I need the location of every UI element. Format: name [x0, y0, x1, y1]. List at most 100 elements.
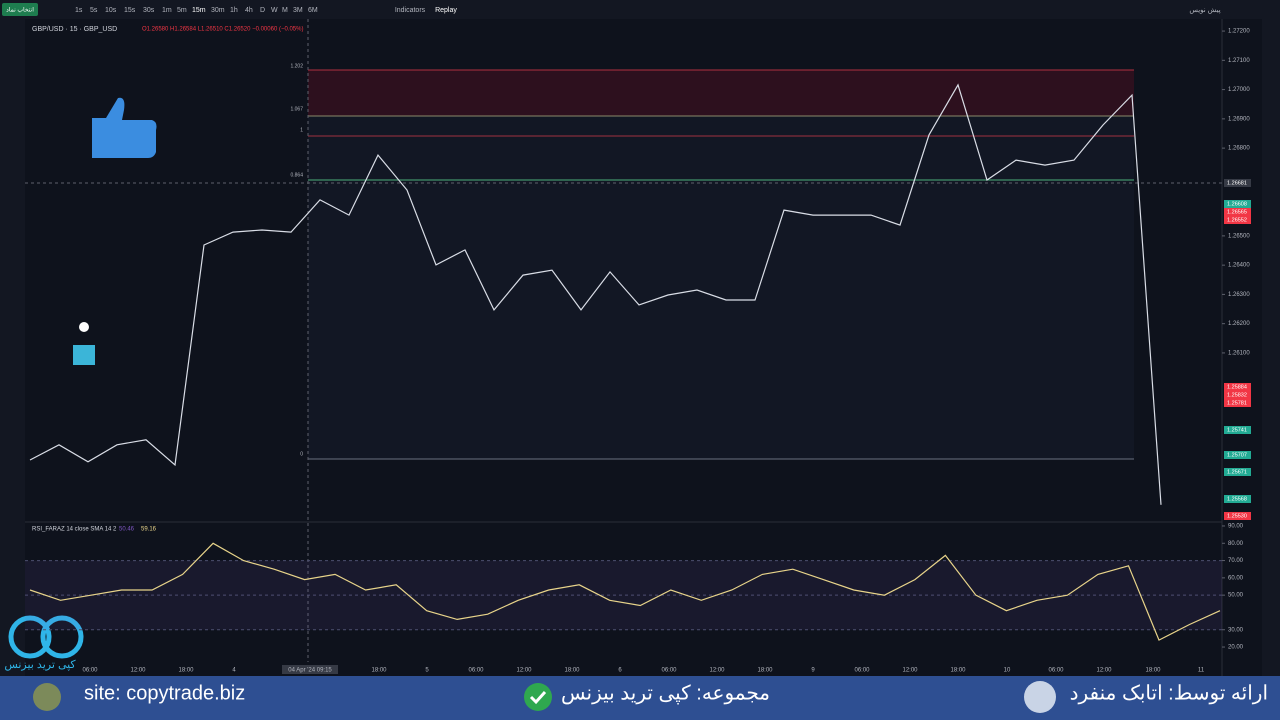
price-badge-label: 1.25671 [1227, 469, 1247, 475]
price-badge-label: 1.25741 [1227, 427, 1247, 433]
x-tick-label: 18:00 [757, 668, 773, 674]
price-badge [1224, 179, 1251, 187]
interval-button[interactable]: 4h [245, 7, 253, 14]
price-badge [1224, 208, 1251, 216]
x-tick-label: 04 Apr '24 09:15 [288, 668, 332, 674]
y-tick-label: 1.26900 [1228, 116, 1250, 122]
y-tick-label: 80.00 [1228, 541, 1244, 547]
logo-text: کپی ترید بیزنس [4, 659, 76, 671]
x-tick-label: 12:00 [130, 668, 146, 674]
interval-button[interactable]: 5m [177, 7, 187, 14]
rsi-line [29, 542, 1221, 641]
interval-button[interactable]: 30s [143, 7, 155, 14]
fib-label: 0.864 [290, 172, 303, 178]
check-mark [529, 690, 547, 705]
price-badge [1224, 399, 1251, 407]
price-badge-label: 1.25707 [1227, 452, 1247, 458]
footer-collection: مجموعه: کپی ترید بیزنس [561, 682, 770, 704]
y-tick-label: 1.26200 [1228, 321, 1250, 327]
y-tick-label: 1.26300 [1228, 292, 1250, 298]
price-badge-label: 1.25530 [1227, 513, 1247, 519]
symbol-legend: GBP/USD · 15 · GBP_USD [32, 26, 117, 33]
price-badge [1224, 495, 1251, 503]
interval-button[interactable]: 10s [105, 7, 117, 14]
x-tick-label: 18:00 [371, 668, 387, 674]
fib-label: 1.067 [290, 106, 303, 112]
symbol-button[interactable] [2, 3, 38, 16]
fib-label: 1.202 [290, 63, 303, 69]
fib-zone-top [308, 70, 1134, 116]
check-icon [524, 683, 552, 711]
interval-button[interactable]: 1m [162, 7, 172, 14]
y-tick-label: 30.00 [1228, 627, 1244, 633]
replay-button[interactable]: Replay [435, 7, 457, 14]
price-badge [1224, 200, 1251, 208]
y-tick-label: 1.26400 [1228, 263, 1250, 269]
price-badge-label: 1.25832 [1227, 392, 1247, 398]
price-badge [1224, 216, 1251, 224]
price-badge [1224, 468, 1251, 476]
interval-button[interactable]: 5s [90, 7, 98, 14]
globe-icon [33, 683, 61, 711]
avatar [1024, 681, 1056, 713]
interval-button[interactable]: D [260, 7, 265, 14]
x-tick-label: 12:00 [902, 668, 918, 674]
interval-button[interactable]: 1h [230, 7, 238, 14]
y-tick-label: 50.00 [1228, 593, 1244, 599]
indicators-button[interactable]: Indicators [395, 7, 426, 14]
y-tick-label: 90.00 [1228, 524, 1244, 530]
x-tick-label: 5 [425, 668, 429, 674]
footer-site: site: copytrade.biz [84, 682, 245, 704]
x-tick-label: 18:00 [564, 668, 580, 674]
price-badge-label: 1.26552 [1227, 217, 1247, 223]
rsi-legend: RSI_FARAZ 14 close SMA 14 2 [32, 527, 117, 533]
top-toolbar [0, 0, 1280, 19]
x-tick-label: 18:00 [950, 668, 966, 674]
emoji-icon [73, 345, 95, 365]
x-tick-label: 6 [618, 668, 622, 674]
interval-button[interactable]: 15m [192, 7, 206, 14]
price-line [29, 83, 1162, 505]
x-tick-label: 12:00 [1096, 668, 1112, 674]
x-tick-label: 18:00 [178, 668, 194, 674]
price-badge-label: 1.25884 [1227, 384, 1247, 390]
interval-button[interactable]: 30m [211, 7, 225, 14]
footer-bar [0, 676, 1280, 720]
interval-button[interactable]: M [282, 7, 288, 14]
x-tick-label: 12:00 [709, 668, 725, 674]
x-tick-label: 12:00 [516, 668, 532, 674]
price-badge [1224, 512, 1251, 520]
y-tick-label: 1.26500 [1228, 233, 1250, 239]
crosshair-time-badge [282, 665, 338, 674]
price-badge [1224, 451, 1251, 459]
x-tick-label: 4 [232, 668, 236, 674]
x-tick-label: 9 [811, 668, 815, 674]
interval-button[interactable]: 15s [124, 7, 136, 14]
y-tick-label: 20.00 [1228, 645, 1244, 651]
interval-button[interactable]: 3M [293, 7, 303, 14]
price-badge [1224, 391, 1251, 399]
rsi-band [25, 560, 1222, 630]
price-badge-label: 1.25568 [1227, 496, 1247, 502]
symbol-button-label[interactable]: انتخاب نماد [6, 7, 34, 14]
interval-button[interactable]: W [271, 7, 278, 14]
x-tick-label: 10 [1004, 668, 1011, 674]
interval-button[interactable]: 6M [308, 7, 318, 14]
price-badge-label: 1.25781 [1227, 400, 1247, 406]
left-toolbar [0, 19, 25, 676]
price-badge-label: 1.26608 [1227, 201, 1247, 207]
y-tick-label: 60.00 [1228, 575, 1244, 581]
y-tick-label: 1.27000 [1228, 87, 1250, 93]
interval-button[interactable]: 1s [75, 7, 83, 14]
y-tick-label: 1.26100 [1228, 351, 1250, 357]
y-tick-label: 1.27100 [1228, 58, 1250, 64]
logo-ring [40, 615, 84, 659]
x-tick-label: 18:00 [1145, 668, 1161, 674]
fib-zone [308, 116, 1134, 459]
price-badge [1224, 383, 1251, 391]
x-tick-label: 11 [1198, 668, 1205, 674]
x-tick-label: 06:00 [82, 668, 98, 674]
rsi-value: 59.16 [141, 527, 157, 533]
